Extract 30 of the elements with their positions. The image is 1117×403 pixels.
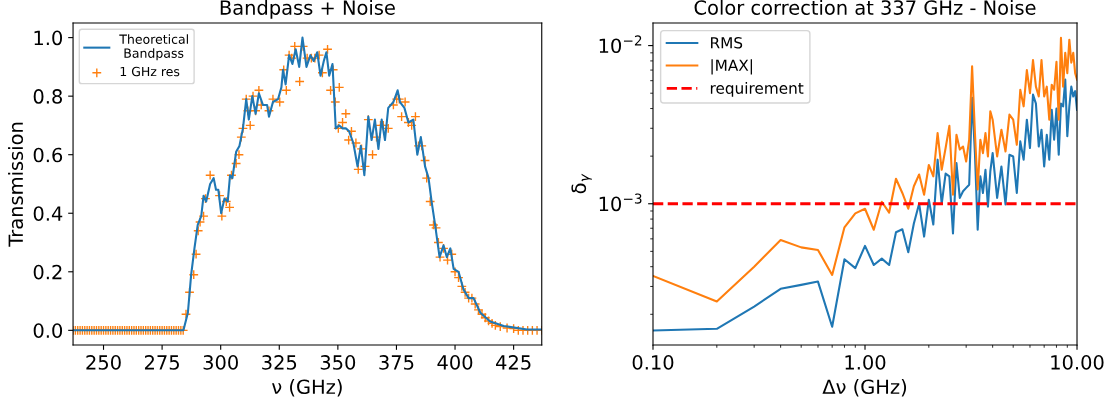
x-tick-label: 250 bbox=[86, 355, 121, 370]
legend-label: 1 GHz res bbox=[120, 66, 180, 77]
x-tick-label: 10.00 bbox=[1051, 355, 1104, 370]
x-tick-label: 375 bbox=[379, 355, 414, 370]
x-axis-title: Δν (GHz) bbox=[822, 379, 907, 397]
x-tick-label: 300 bbox=[203, 355, 238, 370]
y-tick-label: 0.8 bbox=[33, 89, 62, 104]
y-tick-label: 0.4 bbox=[33, 206, 63, 221]
chart-title: Color correction at 337 GHz - Noise bbox=[694, 0, 1036, 15]
y-tick-label: 0.0 bbox=[33, 323, 63, 338]
y-tick-label: 10$^{−2}$ bbox=[599, 35, 642, 54]
y-tick-label: 1.0 bbox=[34, 30, 63, 46]
x-tick-label: 425 bbox=[496, 355, 531, 370]
x-tick-label: 350 bbox=[320, 355, 356, 370]
y-tick-label: 0.2 bbox=[33, 264, 62, 280]
x-tick-label: 275 bbox=[144, 355, 179, 370]
legend-label: requirement bbox=[710, 82, 804, 97]
x-axis-title: ν (GHz) bbox=[272, 379, 342, 397]
x-tick-label: 325 bbox=[262, 355, 297, 370]
y-axis-title: δ$_{γ}$ bbox=[571, 173, 592, 194]
legend-label: Theoretical Bandpass bbox=[119, 34, 188, 61]
x-tick-label: 0.10 bbox=[632, 355, 674, 370]
x-tick-label: 1.00 bbox=[845, 355, 886, 370]
legend-label: RMS bbox=[711, 36, 743, 49]
y-axis-title: Transmission bbox=[8, 122, 24, 247]
x-tick-label: 400 bbox=[437, 355, 473, 370]
chart-title: Bandpass + Noise bbox=[220, 0, 395, 19]
y-tick-label: 10$^{−3}$ bbox=[599, 193, 642, 212]
legend-label: |MAX| bbox=[711, 59, 752, 75]
y-tick-label: 0.6 bbox=[33, 147, 63, 163]
